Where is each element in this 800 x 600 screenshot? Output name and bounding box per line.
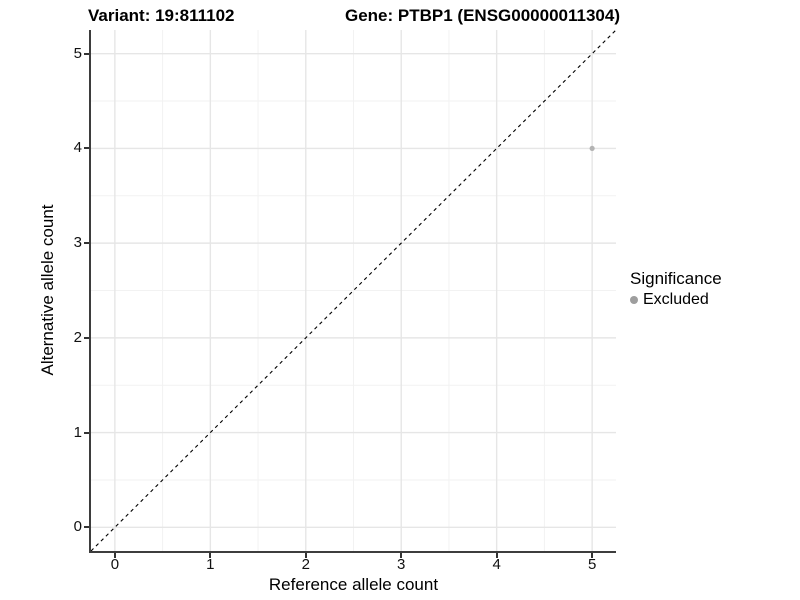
- y-tick-label: 2: [73, 328, 82, 346]
- x-tick-mark: [495, 553, 498, 558]
- x-axis-title: Reference allele count: [268, 575, 439, 594]
- identity-line: [91, 30, 616, 551]
- y-axis-line: [89, 30, 91, 553]
- y-tick-mark: [84, 52, 89, 55]
- y-tick-label: 3: [73, 234, 82, 252]
- legend-title: Significance: [630, 269, 722, 288]
- y-tick-mark: [84, 147, 89, 150]
- x-tick-label: 1: [206, 556, 215, 573]
- y-tick-label: 4: [73, 139, 82, 157]
- x-tick-mark: [591, 553, 594, 558]
- y-axis-title: Alternative allele count: [38, 204, 57, 376]
- legend-point-swatch: [630, 296, 638, 304]
- y-tick-mark: [84, 526, 89, 529]
- y-tick-mark: [84, 431, 89, 434]
- y-tick-mark: [84, 242, 89, 245]
- x-tick-label: 3: [397, 556, 406, 573]
- plot-canvas: [91, 30, 616, 551]
- x-tick-mark: [209, 553, 212, 558]
- y-tick-mark: [84, 336, 89, 339]
- plot-title-variant: Variant: 19:811102: [88, 6, 235, 25]
- x-axis-line: [89, 551, 616, 553]
- plot-title-gene: Gene: PTBP1 (ENSG00000011304): [345, 6, 620, 25]
- legend-item-excluded: Excluded: [630, 291, 722, 309]
- x-tick-label: 0: [110, 556, 120, 573]
- x-tick-label: 4: [492, 556, 501, 573]
- x-tick-mark: [113, 553, 116, 558]
- x-tick-label: 5: [587, 556, 597, 573]
- x-tick-label: 2: [301, 556, 310, 573]
- x-tick-mark: [304, 553, 307, 558]
- plot-panel: [91, 30, 616, 551]
- y-tick-label: 0: [73, 518, 82, 536]
- data-point: [589, 145, 595, 152]
- y-tick-label: 5: [73, 44, 82, 62]
- legend-item-label: Excluded: [643, 291, 709, 308]
- x-tick-mark: [400, 553, 403, 558]
- legend: Significance Excluded: [630, 269, 722, 309]
- y-tick-label: 1: [73, 423, 82, 441]
